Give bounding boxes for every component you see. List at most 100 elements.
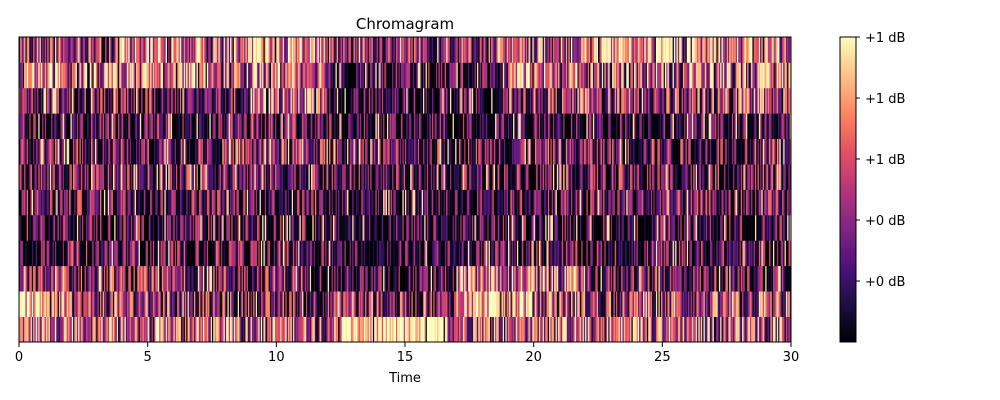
heatmap-cell xyxy=(569,240,572,267)
heatmap-cell xyxy=(527,291,529,317)
heatmap-cell xyxy=(591,265,594,292)
heatmap-cell xyxy=(561,164,564,190)
heatmap-cell xyxy=(543,138,546,165)
heatmap-cell xyxy=(29,265,31,292)
heatmap-cell xyxy=(601,291,604,317)
heatmap-cell xyxy=(345,138,348,165)
heatmap-cell xyxy=(367,291,370,317)
heatmap-cell xyxy=(511,189,514,216)
heatmap-cell xyxy=(361,316,363,343)
heatmap-cell xyxy=(676,291,679,317)
heatmap-cell xyxy=(601,316,604,343)
heatmap-cell xyxy=(320,214,322,241)
heatmap-cell xyxy=(295,164,298,190)
heatmap-cell xyxy=(668,164,671,190)
heatmap-cell xyxy=(661,316,663,343)
heatmap-cell xyxy=(299,265,302,292)
heatmap-cell xyxy=(70,265,73,292)
heatmap-cell xyxy=(585,316,587,343)
heatmap-cell xyxy=(760,240,762,267)
heatmap-cell xyxy=(756,291,758,317)
heatmap-cell xyxy=(659,138,662,165)
heatmap-cell xyxy=(558,214,560,241)
heatmap-cell xyxy=(392,240,394,267)
heatmap-cell xyxy=(362,265,365,292)
heatmap-cell xyxy=(533,291,536,317)
heatmap-cell xyxy=(85,113,88,140)
heatmap-cell xyxy=(486,164,488,190)
heatmap-cell xyxy=(259,316,262,343)
heatmap-cell xyxy=(60,113,62,140)
heatmap-cell xyxy=(405,240,407,267)
heatmap-cell xyxy=(305,214,308,241)
heatmap-cell xyxy=(218,265,221,292)
heatmap-cell xyxy=(303,316,305,343)
heatmap-cell xyxy=(576,240,578,267)
heatmap-cell xyxy=(195,240,197,267)
heatmap-cell xyxy=(664,291,667,317)
heatmap-cell xyxy=(215,113,218,140)
heatmap-cell xyxy=(78,265,80,292)
heatmap-cell xyxy=(286,240,289,267)
heatmap-cell xyxy=(727,316,730,343)
heatmap-cell xyxy=(619,138,622,165)
heatmap-cell xyxy=(159,113,161,140)
heatmap-cell xyxy=(196,214,199,241)
heatmap-cell xyxy=(397,189,399,216)
heatmap-cell xyxy=(156,164,159,190)
heatmap-cell xyxy=(248,316,250,343)
heatmap-cell xyxy=(60,240,62,267)
heatmap-cell xyxy=(577,138,580,165)
heatmap-cell xyxy=(509,316,511,343)
heatmap-cell xyxy=(248,138,250,165)
heatmap-cell xyxy=(47,113,49,140)
heatmap-cell xyxy=(700,316,703,343)
heatmap-cell xyxy=(120,265,123,292)
heatmap-cell xyxy=(21,265,24,292)
heatmap-cell xyxy=(208,113,210,140)
heatmap-cell xyxy=(497,240,500,267)
heatmap-cell xyxy=(488,291,491,317)
heatmap-cell xyxy=(325,240,327,267)
heatmap-cell xyxy=(372,316,375,343)
heatmap-cell xyxy=(406,164,408,190)
heatmap-cell xyxy=(107,214,110,241)
heatmap-cell xyxy=(576,265,578,292)
heatmap-cell xyxy=(383,164,385,190)
heatmap-cell xyxy=(649,240,652,267)
heatmap-cell xyxy=(299,138,302,165)
heatmap-cell xyxy=(291,214,294,241)
heatmap-cell xyxy=(362,189,365,216)
heatmap-cell xyxy=(681,189,684,216)
heatmap-cell xyxy=(392,189,394,216)
heatmap-cell xyxy=(142,316,145,343)
heatmap-cell xyxy=(577,189,580,216)
heatmap-cell xyxy=(241,138,244,165)
heatmap-cell xyxy=(19,189,21,216)
heatmap-cell xyxy=(778,214,780,241)
heatmap-cell xyxy=(721,189,724,216)
heatmap-cell xyxy=(537,265,540,292)
heatmap-cell xyxy=(46,265,48,292)
heatmap-cell xyxy=(700,189,703,216)
heatmap-cell xyxy=(348,316,351,343)
heatmap-cell xyxy=(347,189,349,216)
heatmap-cell xyxy=(703,316,706,343)
heatmap-cell xyxy=(578,164,581,190)
heatmap-cell xyxy=(663,291,666,317)
heatmap-cell xyxy=(233,214,236,241)
heatmap-cell xyxy=(761,164,764,190)
heatmap-cell xyxy=(711,164,713,190)
heatmap-cell xyxy=(610,240,613,267)
heatmap-cell xyxy=(652,164,654,190)
heatmap-cell xyxy=(545,316,547,343)
heatmap-cell xyxy=(175,291,178,317)
heatmap-cell xyxy=(88,164,91,190)
heatmap-cell xyxy=(263,189,266,216)
heatmap-cell xyxy=(152,113,155,140)
heatmap-cell xyxy=(434,240,437,267)
heatmap-cell xyxy=(595,265,598,292)
heatmap-cell xyxy=(124,189,127,216)
heatmap-cell xyxy=(637,316,640,343)
heatmap-cell xyxy=(298,265,300,292)
